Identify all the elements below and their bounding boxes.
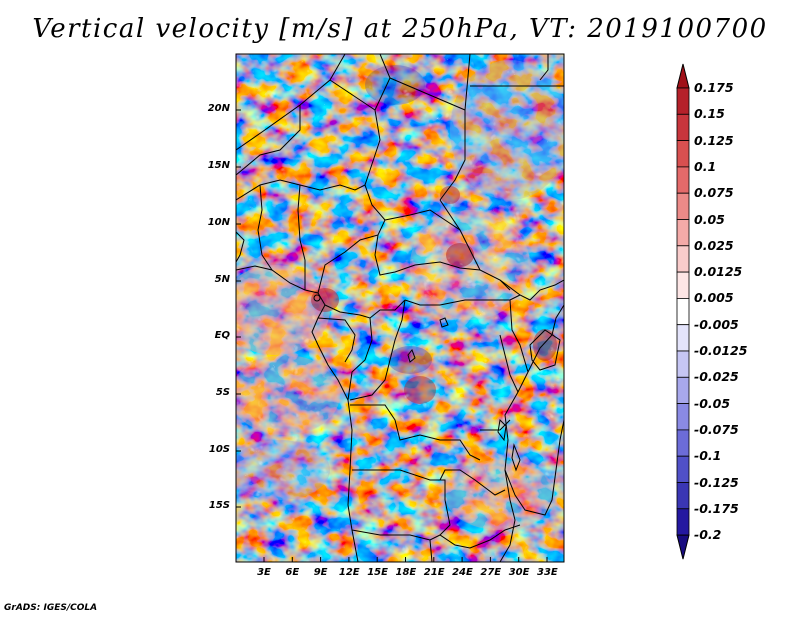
lon-label: 15E <box>367 567 388 578</box>
colorbar-swatch <box>676 350 690 378</box>
colorbar-level-label: -0.2 <box>694 527 722 543</box>
lat-label: 15S <box>208 500 230 511</box>
map-frame <box>235 53 565 563</box>
colorbar-level-label: 0.005 <box>694 290 734 306</box>
colorbar-level-label: 0.0125 <box>694 264 743 280</box>
colorbar-level-label: 0.15 <box>694 106 725 122</box>
lon-label: 27E <box>480 567 502 578</box>
lon-label: 21E <box>423 567 445 578</box>
lon-label: 9E <box>313 567 328 578</box>
colorbar-swatch <box>676 219 690 247</box>
colorbar-swatch <box>676 87 690 115</box>
lat-label: 20N <box>207 103 230 114</box>
colorbar-swatch <box>676 324 690 352</box>
colorbar-level-label: 0.1 <box>694 158 717 174</box>
colorbar-swatch <box>676 113 690 142</box>
lat-label: 5S <box>215 387 230 398</box>
lon-label: 3E <box>257 567 271 578</box>
colorbar-level-label: 0.125 <box>694 132 734 148</box>
colorbar-swatch <box>676 297 690 326</box>
colorbar-swatch <box>676 192 690 220</box>
colorbar-bottom-arrow <box>676 534 690 560</box>
colorbar-level-label: -0.175 <box>694 500 739 516</box>
lat-tick-marks <box>236 109 241 508</box>
colorbar-swatch <box>676 429 690 457</box>
colorbar-swatch <box>676 482 690 510</box>
lat-label: 15N <box>207 160 230 171</box>
colorbar-level-label: -0.005 <box>694 316 739 332</box>
lat-label: EQ <box>214 330 230 341</box>
colorbar-level-label: 0.175 <box>694 80 734 95</box>
lon-label: 24E <box>452 567 473 578</box>
lon-label: 18E <box>395 567 417 578</box>
colorbar-level-label: -0.05 <box>694 395 731 411</box>
colorbar-level-label: -0.075 <box>694 421 739 437</box>
lat-label: 10S <box>208 444 230 455</box>
colorbar-swatch <box>676 271 690 299</box>
colorbar-swatch <box>676 508 690 536</box>
colorbar-level-label: 0.05 <box>694 211 725 227</box>
colorbar-level-label: 0.075 <box>694 185 734 201</box>
vertical-velocity-field <box>236 54 564 562</box>
lat-label: 10N <box>207 217 230 228</box>
colorbar-swatch <box>676 245 690 273</box>
chart-title: Vertical velocity [m/s] at 250hPa, VT: 2… <box>32 14 768 44</box>
colorbar-level-label: -0.0125 <box>694 343 748 358</box>
colorbar-top-arrow <box>676 63 690 89</box>
lon-label: 30E <box>508 567 530 578</box>
colorbar-level-label: -0.1 <box>694 448 722 464</box>
lat-label: 5N <box>214 274 230 285</box>
country-borders <box>236 54 564 562</box>
lon-label: 33E <box>537 567 558 578</box>
footer-credit: GrADS: IGES/COLA <box>4 603 98 613</box>
colorbar-level-label: -0.125 <box>694 474 739 490</box>
colorbar-swatch <box>676 140 690 168</box>
colorbar-swatch <box>676 403 690 431</box>
colorbar-swatch <box>676 455 690 483</box>
lon-label: 6E <box>285 567 300 578</box>
colorbar-level-label: 0.025 <box>694 237 734 253</box>
colorbar-level-label: -0.025 <box>694 369 739 385</box>
lon-label: 12E <box>338 567 360 578</box>
colorbar-swatch <box>676 166 690 194</box>
lon-tick-marks <box>263 557 548 562</box>
colorbar-swatch <box>676 376 690 404</box>
